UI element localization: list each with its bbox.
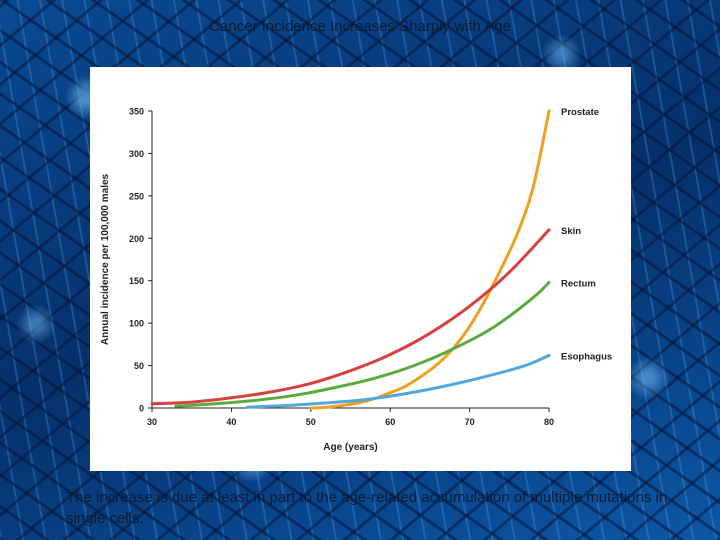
y-tick-label: 50 (134, 361, 144, 371)
series-line-prostate (309, 109, 551, 410)
y-tick-label: 350 (129, 107, 144, 117)
x-tick-label: 30 (147, 417, 157, 427)
series-label-prostate: Prostate (561, 107, 599, 118)
x-tick-label: 70 (465, 417, 475, 427)
series-label-skin: Skin (561, 226, 581, 237)
series-line-rectum (174, 280, 551, 408)
y-tick-label: 300 (129, 149, 144, 159)
series-line-skin (150, 228, 551, 406)
series-line-esophagus (245, 353, 551, 409)
y-tick-label: 200 (129, 234, 144, 244)
y-tick-label: 100 (129, 319, 144, 329)
incidence-chart: 0 50 100 150 200 250 300 350 30 40 50 60 70 80 Age (ye… (100, 107, 612, 454)
x-axis-label: Age (years) (323, 442, 377, 453)
slide-caption: The increase is due at least in part to … (66, 489, 668, 527)
x-tick-label: 80 (544, 417, 554, 427)
x-tick-label: 50 (306, 417, 316, 427)
y-tick-label: 250 (129, 191, 144, 201)
y-axis-label: Annual incidence per 100,000 males (100, 173, 111, 345)
y-tick-label: 150 (129, 276, 144, 286)
x-tick-label: 60 (385, 417, 395, 427)
y-tick-label: 0 (139, 404, 144, 414)
slide-title: Cancer Incidence Increases Sharply with … (209, 18, 511, 35)
series-label-rectum: Rectum (561, 278, 596, 289)
x-tick-label: 40 (226, 417, 236, 427)
chart-panel: 0 50 100 150 200 250 300 350 30 40 50 60 70 80 Age (ye… (90, 67, 631, 471)
series-label-esophagus: Esophagus (561, 351, 612, 362)
